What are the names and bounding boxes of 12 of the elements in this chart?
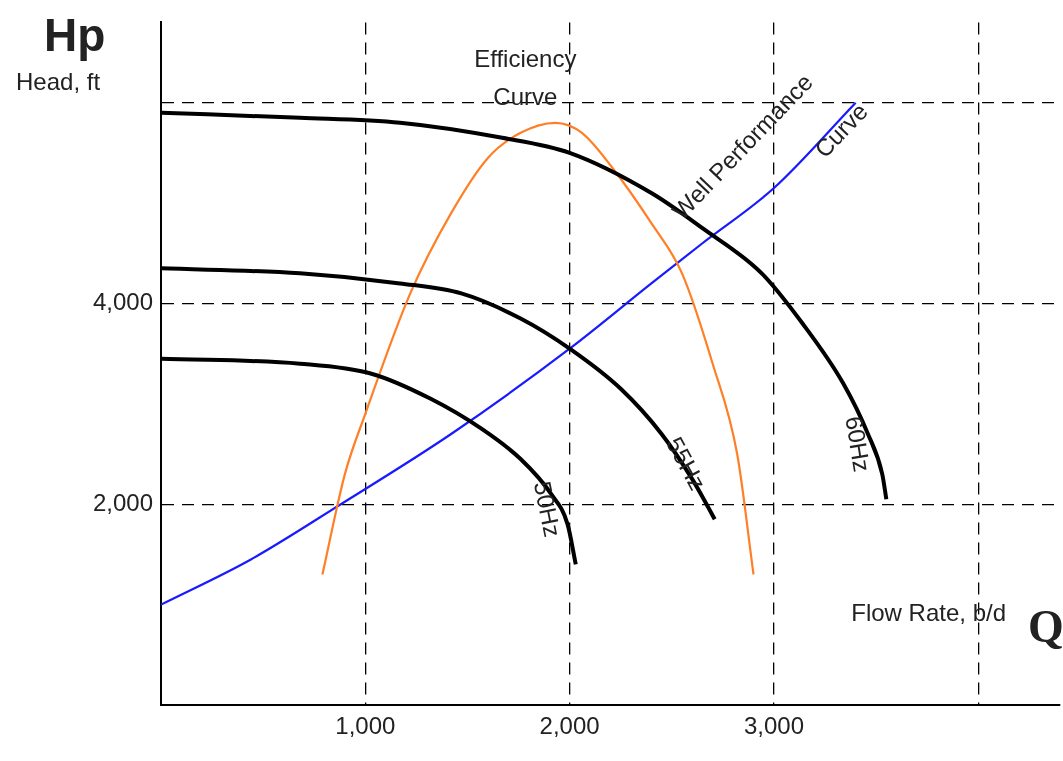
y-tick-label: 4,000 — [92, 288, 153, 316]
text: Hp — [44, 8, 106, 62]
text: 50Hz — [528, 478, 567, 540]
x-tick-label: 3,000 — [743, 712, 804, 740]
text: 60Hz — [840, 414, 877, 474]
text: 55Hz — [661, 432, 712, 495]
annotation: Q — [1028, 600, 1063, 653]
x-axis-title: Flow Rate, b/d — [850, 598, 1006, 628]
y-axis-title: Head, ft — [16, 68, 101, 96]
series-label: Efficiency Curve — [474, 45, 577, 111]
x-tick-label: 1,000 — [335, 712, 396, 740]
x-tick-label: 2,000 — [539, 712, 600, 740]
